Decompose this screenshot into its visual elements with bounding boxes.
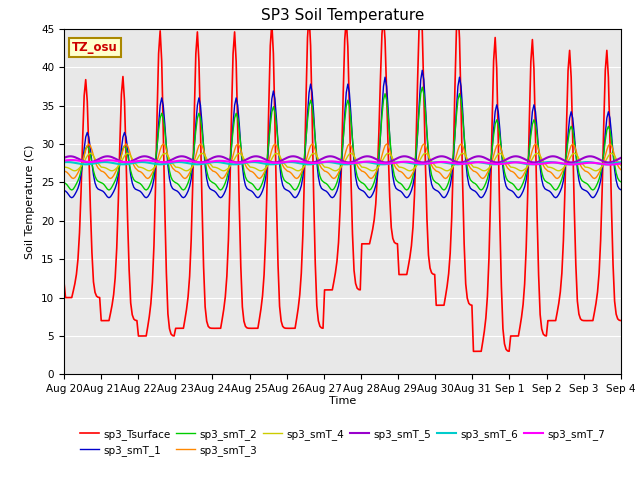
sp3_smT_6 [248,159,255,165]
sp3_smT_3 [60,168,68,174]
sp3_smT_2 [60,180,68,186]
sp3_smT_3 [131,165,139,171]
sp3_Tsurface [417,1,424,7]
Line: sp3_smT_6: sp3_smT_6 [64,162,621,164]
sp3_smT_7 [305,160,313,166]
sp3_smT_1 [228,144,236,149]
sp3_smT_5 [307,159,314,165]
sp3_smT_5 [104,154,111,159]
sp3_smT_6 [129,160,136,166]
sp3_smT_6 [589,160,596,166]
sp3_smT_2 [617,179,625,185]
sp3_smT_7 [255,158,263,164]
sp3_Tsurface [303,35,311,41]
sp3_smT_6 [156,161,164,167]
sp3_smT_5 [131,156,139,162]
sp3_smT_7 [617,161,625,167]
sp3_smT_7 [68,157,76,163]
sp3_smT_7 [588,160,595,166]
sp3_Tsurface [589,318,596,324]
sp3_smT_4 [248,164,255,170]
sp3_smT_3 [617,167,625,172]
sp3_Tsurface [129,312,136,318]
sp3_smT_7 [606,162,614,168]
sp3_smT_7 [228,159,236,165]
sp3_smT_1 [246,188,254,193]
sp3_smT_3 [70,176,77,181]
sp3_smT_1 [419,67,426,73]
sp3_smT_7 [130,159,138,165]
Legend: sp3_Tsurface, sp3_smT_1, sp3_smT_2, sp3_smT_3, sp3_smT_4, sp3_smT_5, sp3_smT_6, : sp3_Tsurface, sp3_smT_1, sp3_smT_2, sp3_… [76,424,609,460]
sp3_smT_2 [305,103,313,109]
Y-axis label: Soil Temperature (C): Soil Temperature (C) [26,144,35,259]
sp3_smT_6 [307,161,314,167]
sp3_smT_2 [130,177,138,182]
sp3_smT_1 [589,195,596,201]
sp3_smT_4 [229,159,237,165]
sp3_smT_2 [589,187,596,193]
Line: sp3_Tsurface: sp3_Tsurface [64,4,621,351]
sp3_smT_2 [68,187,76,193]
sp3_smT_5 [257,155,265,160]
sp3_smT_3 [248,168,255,174]
sp3_smT_4 [60,164,68,170]
sp3_smT_5 [229,159,237,165]
sp3_Tsurface [60,279,68,285]
sp3_smT_1 [255,194,263,200]
sp3_Tsurface [226,181,234,187]
sp3_Tsurface [244,325,252,331]
Line: sp3_smT_4: sp3_smT_4 [64,153,621,171]
sp3_smT_4 [71,168,79,174]
Line: sp3_smT_1: sp3_smT_1 [64,70,621,198]
sp3_smT_4 [257,168,265,174]
sp3_smT_2 [228,143,236,149]
X-axis label: Time: Time [329,396,356,406]
sp3_smT_2 [419,84,426,90]
sp3_smT_1 [130,184,138,190]
sp3_smT_4 [86,150,94,156]
sp3_smT_4 [589,167,596,173]
sp3_Tsurface [617,318,625,324]
sp3_smT_3 [85,141,93,147]
sp3_smT_6 [617,159,625,165]
sp3_smT_2 [246,180,254,186]
Line: sp3_smT_3: sp3_smT_3 [64,144,621,179]
sp3_smT_5 [617,155,625,161]
sp3_smT_6 [257,160,265,166]
sp3_smT_4 [307,153,314,159]
sp3_smT_7 [60,158,68,164]
sp3_smT_5 [60,155,68,161]
Line: sp3_smT_2: sp3_smT_2 [64,87,621,190]
sp3_smT_1 [305,90,313,96]
sp3_smT_1 [68,195,76,201]
sp3_smT_3 [229,153,237,158]
sp3_smT_6 [60,159,68,165]
sp3_smT_3 [589,175,596,180]
sp3_smT_2 [255,186,263,192]
Line: sp3_smT_7: sp3_smT_7 [64,160,621,165]
sp3_smT_7 [246,158,254,164]
sp3_smT_4 [131,161,139,167]
sp3_smT_6 [175,159,182,165]
Line: sp3_smT_5: sp3_smT_5 [64,156,621,162]
Text: TZ_osu: TZ_osu [72,41,118,54]
sp3_smT_3 [307,143,314,148]
sp3_smT_5 [122,159,130,165]
sp3_smT_3 [257,175,265,180]
sp3_smT_6 [229,161,237,167]
sp3_smT_5 [589,154,596,159]
sp3_smT_4 [617,162,625,168]
sp3_Tsurface [470,348,477,354]
Title: SP3 Soil Temperature: SP3 Soil Temperature [260,9,424,24]
sp3_smT_1 [617,187,625,192]
sp3_smT_1 [60,188,68,193]
sp3_Tsurface [254,325,262,331]
sp3_smT_5 [248,154,255,160]
